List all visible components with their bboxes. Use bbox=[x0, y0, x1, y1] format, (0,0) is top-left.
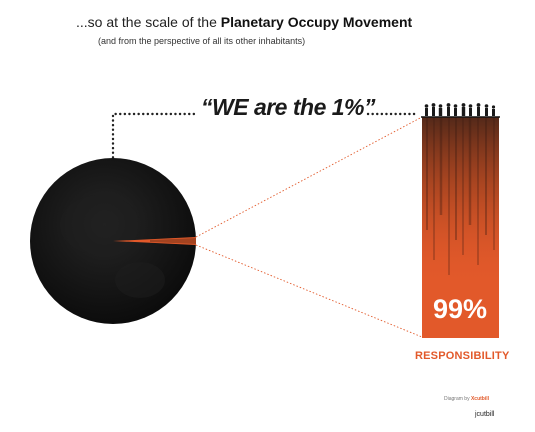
globe-continent-texture bbox=[115, 262, 165, 298]
quote-text: “WE are the 1%” bbox=[201, 94, 376, 120]
bar-streak-overlay bbox=[422, 117, 499, 287]
bar-streaks bbox=[426, 118, 495, 275]
author-signature: jcutbill bbox=[475, 411, 495, 418]
diagram-credit: Diagram by Xcutbill bbox=[444, 396, 489, 402]
crowd-silhouettes bbox=[424, 103, 496, 116]
globe-continent-texture bbox=[60, 195, 140, 255]
title-prefix: ...so at the scale of the bbox=[76, 14, 217, 30]
page-subtitle: (and from the perspective of all its oth… bbox=[98, 36, 306, 46]
dotted-connector-left bbox=[111, 112, 199, 164]
credit-brand: Xcutbill bbox=[470, 396, 490, 402]
projection-line-bottom bbox=[195, 244, 423, 338]
title-emphasis: Planetary Occupy Movement bbox=[220, 14, 413, 30]
bar-value-label: 99% bbox=[432, 294, 488, 324]
globe-slice-detail bbox=[150, 238, 196, 244]
page-title: ...so at the scale of the Planetary Occu… bbox=[76, 14, 412, 30]
projection-line-top bbox=[195, 116, 423, 238]
credit-text: Diagram by bbox=[444, 396, 470, 402]
bar-caption: RESPONSIBILITY bbox=[415, 350, 510, 362]
